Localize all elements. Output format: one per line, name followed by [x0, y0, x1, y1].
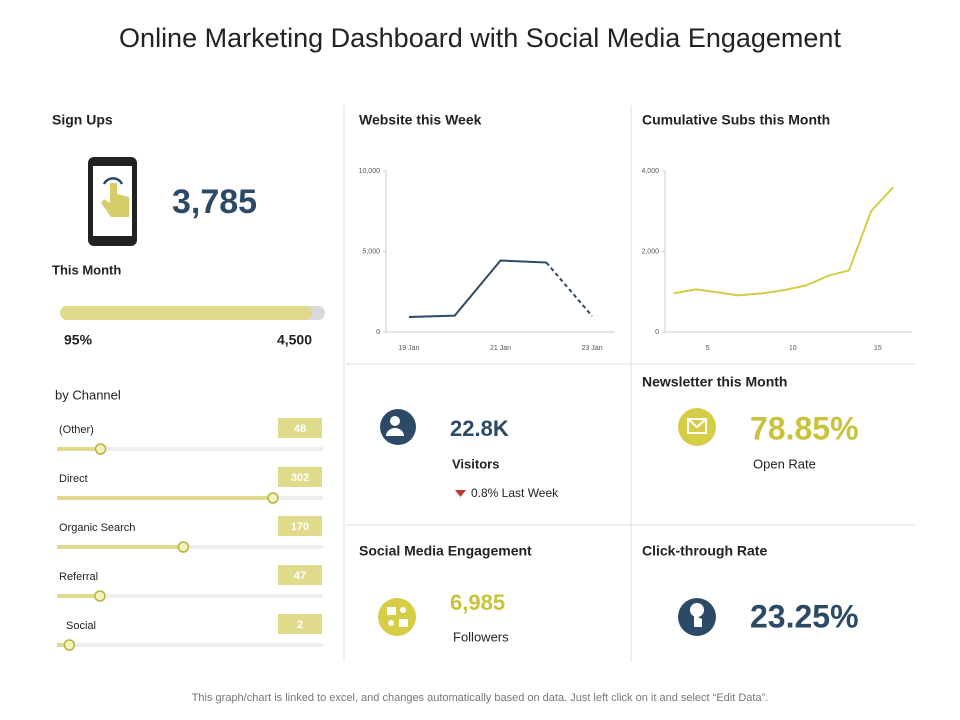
social-value: 6,985	[450, 590, 505, 615]
y-tick-label: 10,000	[359, 168, 381, 175]
channel-name: Referral	[59, 571, 98, 583]
x-tick-label: 23 Jan	[582, 345, 603, 352]
slider-knob	[94, 590, 106, 602]
channel-name: Social	[66, 620, 96, 632]
y-tick-label: 4,000	[641, 168, 659, 175]
social-label: Followers	[453, 629, 509, 644]
social-icon	[378, 598, 416, 636]
line	[673, 186, 894, 297]
value-badge	[278, 467, 322, 487]
x-tick-label: 21 Jan	[490, 345, 511, 352]
slider-fill	[57, 496, 273, 500]
phone-icon	[88, 157, 137, 246]
slider-fill	[57, 545, 184, 549]
progress-fill	[60, 306, 312, 320]
ctr-icon	[678, 598, 716, 636]
visitors-label: Visitors	[452, 456, 499, 471]
value-label: 170	[291, 521, 309, 533]
heading: Click-through Rate	[642, 543, 767, 559]
chart-title: Website this Week	[359, 112, 482, 128]
y-tick-label: 0	[376, 329, 380, 336]
x-tick-label: 5	[706, 345, 710, 352]
channel-name: Direct	[59, 473, 88, 485]
line	[545, 261, 593, 317]
y-tick-label: 0	[655, 329, 659, 336]
slider-fill	[57, 594, 100, 598]
slider-knob	[63, 639, 76, 651]
heading: Social Media Engagement	[359, 543, 532, 559]
chart-title: Cumulative Subs this Month	[642, 112, 830, 128]
value-label: 2	[297, 619, 303, 631]
slider-knob	[177, 541, 190, 553]
slider-fill	[57, 643, 70, 647]
x-tick-label: 10	[789, 345, 797, 352]
line	[408, 259, 547, 319]
x-tick-label: 15	[874, 345, 882, 352]
slider-track	[57, 447, 323, 451]
slider-knob	[94, 443, 107, 455]
value-label: 302	[291, 472, 309, 484]
slider-fill	[57, 447, 101, 451]
heading: Sign Ups	[52, 112, 113, 128]
down-arrow	[455, 490, 466, 497]
value-badge	[278, 418, 322, 438]
channel-name: (Other)	[59, 424, 94, 436]
heading: Newsletter this Month	[642, 374, 787, 390]
mail-icon	[678, 408, 716, 446]
signups-value: 3,785	[172, 183, 257, 221]
slider-knob	[267, 492, 279, 504]
value-label: 48	[294, 423, 306, 435]
slider-track	[57, 594, 323, 598]
x-tick-label: 19 Jan	[398, 345, 419, 352]
y-tick-label: 2,000	[641, 248, 659, 255]
target: 4,500	[277, 332, 312, 348]
ctr-value: 23.25%	[750, 598, 859, 634]
newsletter-label: Open Rate	[753, 456, 816, 471]
value-badge	[278, 516, 322, 536]
channel-name: Organic Search	[59, 522, 135, 534]
slider-track	[57, 643, 323, 647]
heading: by Channel	[55, 387, 121, 402]
value-badge	[278, 614, 322, 634]
period: This Month	[52, 262, 121, 277]
newsletter-value: 78.85%	[750, 410, 859, 446]
visitors-icon	[380, 409, 416, 445]
title: Online Marketing Dashboard with Social M…	[119, 23, 841, 53]
slider-track	[57, 545, 323, 549]
value-badge	[278, 565, 322, 585]
y-tick-label: 5,000	[362, 248, 380, 255]
progress-label: 95%	[64, 332, 93, 348]
visitors-change: 0.8% Last Week	[471, 486, 559, 500]
footer: This graph/chart is linked to excel, and…	[192, 692, 769, 704]
value-label: 47	[294, 570, 306, 582]
visitors-value: 22.8K	[450, 416, 509, 441]
